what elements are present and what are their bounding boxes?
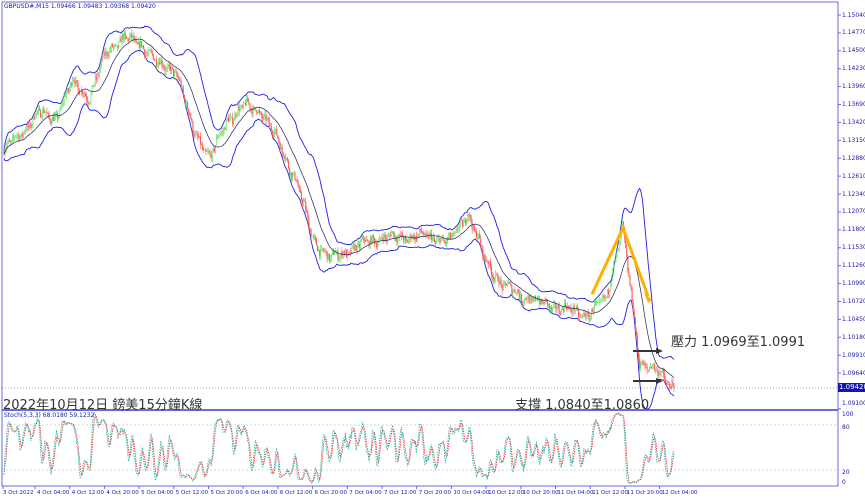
y-tick-label: 1.09910 xyxy=(842,351,865,359)
pattern-arrowhead xyxy=(644,292,652,303)
x-tick-label: 11 Oct 20:00 xyxy=(626,490,663,496)
y-tick-label: 1.09640 xyxy=(842,369,865,377)
resistance-annotation: 壓力 1.0969至1.0991 xyxy=(671,335,806,350)
y-tick-label: 1.15040 xyxy=(842,11,865,19)
bollinger-lower-band xyxy=(3,49,675,410)
arrow-head-icon xyxy=(656,378,663,384)
x-tick-label: 5 Oct 04:00 xyxy=(141,490,174,496)
x-tick-label: 6 Oct 20:00 xyxy=(314,490,347,496)
y-tick-label: 1.09100 xyxy=(842,400,865,407)
x-tick-label: 7 Oct 20:00 xyxy=(418,490,452,496)
bollinger-upper-band xyxy=(3,25,675,360)
x-tick-label: 3 Oct 2022 xyxy=(3,490,34,496)
stoch-main-line xyxy=(3,411,675,484)
x-tick-label: 6 Oct 04:00 xyxy=(245,490,278,496)
y-tick-label: 1.14770 xyxy=(842,29,865,37)
y-tick-label: 1.12610 xyxy=(842,172,865,180)
y-tick-label: 1.10180 xyxy=(842,333,865,341)
stoch-level-label: 20 xyxy=(842,469,850,476)
x-tick-label: 5 Oct 20:00 xyxy=(210,490,243,496)
x-tick-label: 4 Oct 04:00 xyxy=(37,490,70,496)
x-tick-label: 4 Oct 12:00 xyxy=(71,490,105,496)
x-tick-label: 11 Oct 04:00 xyxy=(557,490,594,496)
y-tick-label: 1.11800 xyxy=(842,226,865,234)
y-tick-label: 1.14230 xyxy=(842,65,865,73)
plot-frame xyxy=(1,1,839,487)
x-tick-label: 6 Oct 12:00 xyxy=(279,490,313,496)
x-tick-label: 5 Oct 12:00 xyxy=(175,490,209,496)
y-tick-label: 1.13420 xyxy=(842,118,865,126)
stoch-signal-line xyxy=(3,413,675,484)
chart-header: GBPUSD#,M15 1.09466 1.09483 1.09368 1.09… xyxy=(4,3,156,10)
stoch-header: Stoch(5,3,3) 68.0180 59.1232 xyxy=(4,412,95,419)
y-tick-label: 1.11260 xyxy=(842,262,865,270)
x-tick-label: 7 Oct 04:00 xyxy=(349,490,382,496)
x-tick-label: 4 Oct 20:00 xyxy=(106,490,139,496)
current-price-label: 1.09420 xyxy=(838,383,865,392)
y-tick-label: 1.14500 xyxy=(842,47,865,55)
x-tick-label: 10 Oct 04:00 xyxy=(453,490,490,496)
y-tick-label: 1.13690 xyxy=(842,101,865,109)
arrow-head-icon xyxy=(656,348,663,354)
x-tick-label: 11 Oct 12:00 xyxy=(592,490,629,496)
x-tick-label: 10 Oct 20:00 xyxy=(522,490,559,496)
support-annotation: 支撐 1.0840至1.0860 xyxy=(515,398,650,413)
y-tick-label: 1.12070 xyxy=(842,208,865,216)
y-tick-label: 1.10720 xyxy=(842,297,865,305)
y-tick-label: 1.10990 xyxy=(842,280,865,288)
double-top-pattern-line xyxy=(590,223,650,297)
y-tick-label: 1.11530 xyxy=(842,244,865,252)
y-tick-label: 1.12340 xyxy=(842,190,865,198)
y-tick-label: 1.10450 xyxy=(842,315,865,323)
x-tick-label: 12 Oct 04:00 xyxy=(661,490,698,496)
x-tick-label: 7 Oct 12:00 xyxy=(384,490,417,496)
y-tick-label: 1.12880 xyxy=(842,154,865,162)
bollinger-middle-line xyxy=(3,38,675,379)
stoch-level-label: 80 xyxy=(842,424,850,431)
stoch-level-label: 100 xyxy=(842,411,854,418)
y-tick-label: 1.13960 xyxy=(842,83,865,91)
y-tick-label: 1.13150 xyxy=(842,136,865,144)
stoch-level-label: 0 xyxy=(842,479,846,486)
x-tick-label: 10 Oct 12:00 xyxy=(488,490,524,496)
chart-annotation-title: 2022年10月12日 鎊美15分鐘K線 xyxy=(3,398,203,413)
